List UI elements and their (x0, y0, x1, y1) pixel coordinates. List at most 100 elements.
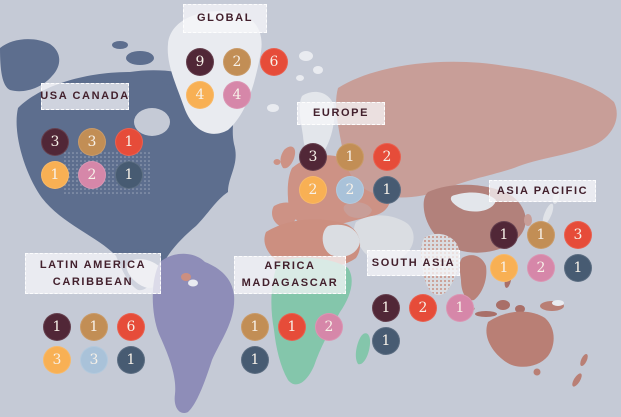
region-label-line: AFRICA (264, 260, 316, 272)
stat-circle-slate: 1 (372, 327, 400, 355)
region-label-line: SOUTH ASIA (371, 256, 456, 269)
stat-circle-yellow: 1 (41, 161, 69, 189)
stat-circle-red: 6 (260, 48, 288, 76)
stat-circle-yellow: 1 (490, 254, 518, 282)
region-korea (524, 214, 532, 226)
stat-circle-slate: 1 (564, 254, 592, 282)
stat-circle-maroon: 3 (299, 143, 327, 171)
stat-circle-pink: 1 (446, 294, 474, 322)
region-svalbard (313, 66, 323, 74)
region-arctic-island (112, 41, 128, 49)
region-mongolia (450, 192, 496, 212)
region-madagascar (355, 333, 371, 365)
region-new-zealand-north (580, 353, 588, 367)
stat-circle-red: 3 (564, 221, 592, 249)
stat-circle-slate: 1 (115, 161, 143, 189)
stat-circle-red: 2 (409, 294, 437, 322)
stat-circle-slate: 1 (373, 176, 401, 204)
region-svalbard (299, 51, 313, 61)
region-australia (486, 311, 554, 367)
region-label-line: GLOBAL (196, 12, 254, 24)
stat-circle-tan: 2 (223, 48, 251, 76)
region-egypt-libya (322, 224, 360, 257)
region-french-guiana (181, 273, 191, 281)
region-south-america (152, 253, 235, 414)
stat-circle-row: 1 (241, 346, 352, 374)
stat-circle-yellow: 4 (186, 81, 214, 109)
stat-circle-maroon: 3 (41, 128, 69, 156)
stat-circle-row: 1 (372, 327, 483, 355)
stat-circle-maroon: 1 (490, 221, 518, 249)
stat-circle-tan: 1 (336, 143, 364, 171)
region-java (475, 311, 497, 317)
region-indochina (459, 255, 487, 301)
region-borneo (496, 300, 510, 310)
region-japan (542, 203, 554, 225)
region-label-africa: AFRICA MADAGASCAR (234, 256, 346, 294)
region-label-line: EUROPE (312, 107, 370, 119)
stat-circle-tan: 1 (80, 313, 108, 341)
stat-circle-maroon: 1 (43, 313, 71, 341)
region-sulawesi (515, 305, 525, 313)
region-iberia (272, 202, 299, 227)
region-label-south-asia: SOUTH ASIA (367, 250, 460, 276)
stat-circle-red: 6 (117, 313, 145, 341)
region-tasmania (533, 368, 541, 376)
stat-circle-pink: 2 (527, 254, 555, 282)
stat-circle-blue: 3 (80, 346, 108, 374)
region-label-europe: EUROPE (297, 102, 385, 125)
region-alaska (0, 39, 60, 92)
region-russia (336, 61, 617, 198)
stat-circle-tan: 3 (78, 128, 106, 156)
region-label-line: LATIN AMERICA (39, 258, 147, 271)
stat-circle-slate: 1 (241, 346, 269, 374)
stat-circle-red: 1 (278, 313, 306, 341)
region-iceland (267, 104, 279, 112)
stat-circle-blue: 2 (336, 176, 364, 204)
stat-circle-pink: 4 (223, 81, 251, 109)
region-suriname (188, 279, 198, 287)
region-label-line: USA CANADA (40, 90, 130, 102)
stat-circle-red: 1 (115, 128, 143, 156)
stat-circle-red: 2 (373, 143, 401, 171)
region-svalbard (296, 75, 304, 81)
stat-circle-tan: 1 (527, 221, 555, 249)
region-ireland (273, 159, 281, 165)
stat-circle-yellow: 2 (299, 176, 327, 204)
region-papua-west (552, 300, 564, 306)
region-label-latin-america: LATIN AMERICA CARIBBEAN (25, 253, 161, 294)
stat-circle-tan: 1 (241, 313, 269, 341)
stat-circle-pink: 2 (78, 161, 106, 189)
stat-circle-maroon: 9 (186, 48, 214, 76)
region-label-global: GLOBAL (183, 4, 267, 33)
stat-circle-slate: 1 (117, 346, 145, 374)
region-turkey (343, 202, 372, 218)
region-label-usa-canada: USA CANADA (40, 83, 130, 110)
stat-circle-yellow: 3 (43, 346, 71, 374)
region-label-line: ASIA PACIFIC (496, 184, 589, 197)
region-new-zealand-south (572, 373, 582, 387)
stat-circle-maroon: 1 (372, 294, 400, 322)
stat-circle-pink: 2 (315, 313, 343, 341)
region-label-line: MADAGASCAR (241, 277, 339, 289)
